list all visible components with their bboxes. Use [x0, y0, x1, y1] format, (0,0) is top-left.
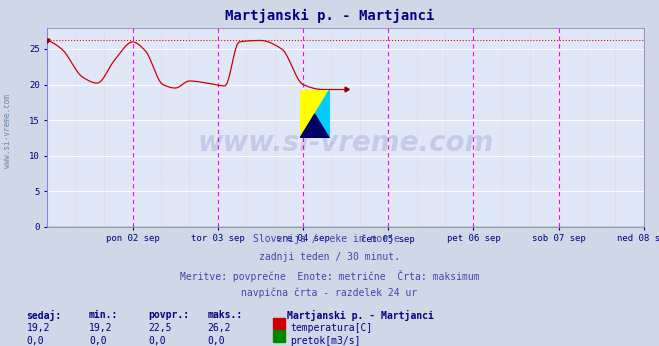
- Text: 26,2: 26,2: [208, 323, 231, 333]
- Text: sedaj:: sedaj:: [26, 310, 61, 321]
- Text: Meritve: povprečne  Enote: metrične  Črta: maksimum: Meritve: povprečne Enote: metrične Črta:…: [180, 270, 479, 282]
- Polygon shape: [300, 90, 330, 138]
- Polygon shape: [300, 90, 330, 138]
- Text: min.:: min.:: [89, 310, 119, 320]
- Text: Martjanski p. - Martjanci: Martjanski p. - Martjanci: [287, 310, 434, 321]
- Text: povpr.:: povpr.:: [148, 310, 189, 320]
- Text: 0,0: 0,0: [148, 336, 166, 346]
- Text: 19,2: 19,2: [89, 323, 113, 333]
- Text: maks.:: maks.:: [208, 310, 243, 320]
- Text: 0,0: 0,0: [26, 336, 44, 346]
- Text: pretok[m3/s]: pretok[m3/s]: [290, 336, 360, 346]
- Text: navpična črta - razdelek 24 ur: navpična črta - razdelek 24 ur: [241, 288, 418, 298]
- Text: 19,2: 19,2: [26, 323, 50, 333]
- Text: Martjanski p. - Martjanci: Martjanski p. - Martjanci: [225, 9, 434, 23]
- Text: www.si-vreme.com: www.si-vreme.com: [198, 129, 494, 157]
- Text: Slovenija / reke in morje.: Slovenija / reke in morje.: [253, 234, 406, 244]
- Text: www.si-vreme.com: www.si-vreme.com: [3, 94, 13, 169]
- Text: 0,0: 0,0: [89, 336, 107, 346]
- Text: 22,5: 22,5: [148, 323, 172, 333]
- Text: zadnji teden / 30 minut.: zadnji teden / 30 minut.: [259, 252, 400, 262]
- Polygon shape: [300, 114, 330, 138]
- Text: 0,0: 0,0: [208, 336, 225, 346]
- Text: temperatura[C]: temperatura[C]: [290, 323, 372, 333]
